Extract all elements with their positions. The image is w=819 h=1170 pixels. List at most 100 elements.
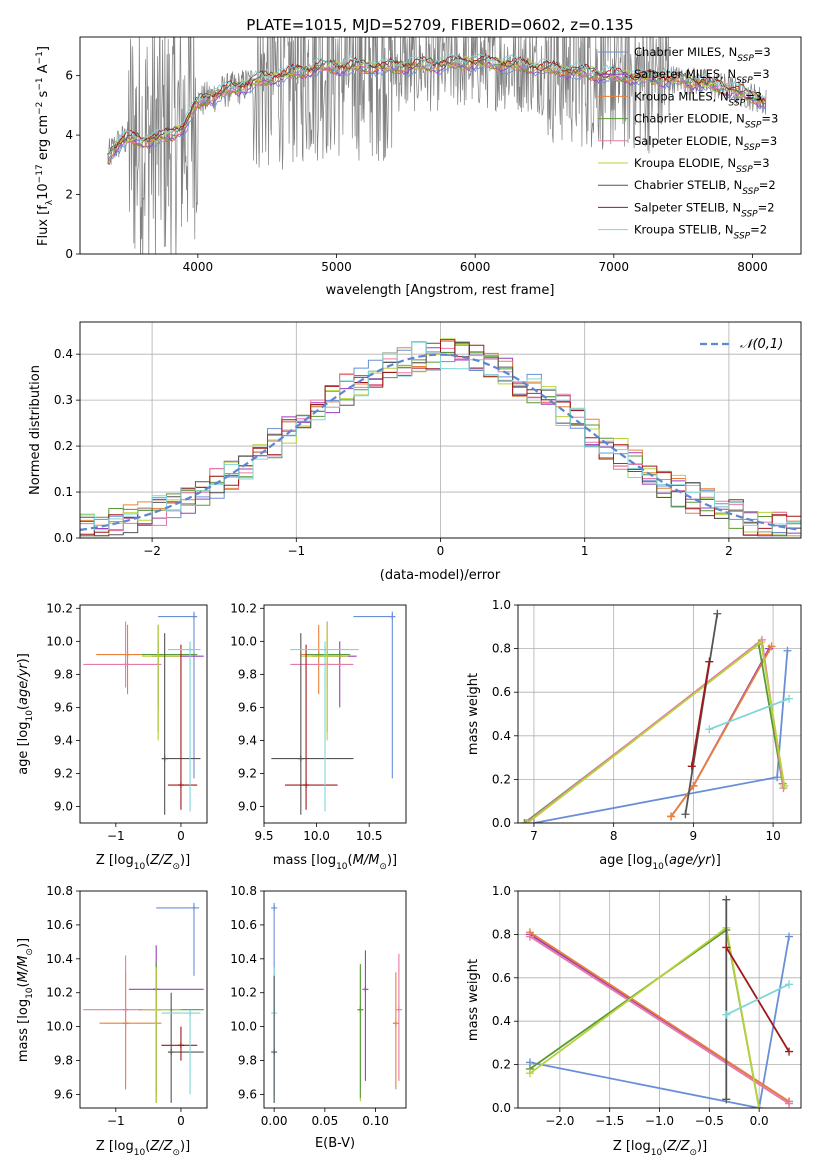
x-axis-label: (data-model)/error [380,568,501,583]
axes-mass_vs_Z: −1 0 9.6 9.8 10.0 10.2 10.4 10.6 10.8 Z [log10(Z/… [16,884,208,1158]
plot-area [271,611,396,815]
series-marker [785,932,794,941]
errorbar-point [158,611,198,779]
point-marker [177,782,184,789]
y-tick-label: 1.0 [492,884,511,898]
legend-entry: Kroupa ELODIE, NSSP=3 [634,156,770,175]
x-tick-label: 0.0 [750,1114,769,1128]
x-tick-label: 9.5 [254,829,273,843]
axes-frame [263,890,407,1109]
series-marker [667,812,676,821]
series-marker [785,980,794,989]
y-tick-label: 10.4 [46,952,73,966]
weight-series [521,635,788,823]
y-axis-label: Flux [fλ10−17 erg cm−2 s−1 A−1] [35,46,55,246]
y-tick-label: 9.2 [54,766,73,780]
point-marker [271,1049,278,1056]
y-tick-label: 10.0 [230,1020,257,1034]
point-marker [357,1006,364,1013]
legend: 𝒩(0,1) [700,337,783,352]
weight-series [667,642,776,821]
y-tick-label: 10.0 [230,634,257,648]
y-tick-label: 0.2 [54,439,73,453]
y-tick-label: 10.2 [46,986,73,1000]
x-tick-label: 10.5 [356,829,383,843]
y-tick-label: 0 [65,247,73,261]
errorbar-point [96,624,146,695]
point-marker [155,653,162,660]
point-marker [297,755,304,762]
errorbar-point [167,641,201,812]
series-marker [785,694,794,703]
plot-area [271,902,402,1103]
y-axis-label: Normed distribution [28,365,43,495]
y-tick-label: 0.2 [492,1058,511,1072]
plot-area [525,895,794,1108]
errorbar-point [156,902,200,976]
axes-residuals: −2 −1 0 1 2 0.0 0.1 0.2 0.3 0.4 (data-model)/error… [28,321,802,583]
axes-spectrum: 4000 5000 6000 7000 8000 0 2 4 6 wavelength [Angs… [35,36,802,298]
x-tick-label: 2 [725,544,733,558]
x-tick-label: 0 [437,544,445,558]
y-tick-label: 9.0 [238,799,257,813]
legend-entry: Salpeter ELODIE, NSSP=3 [634,134,777,153]
weight-series [722,895,731,1104]
axes-frame [79,321,802,539]
y-tick-label: 10.6 [46,918,73,932]
errorbar-point [311,641,357,708]
x-tick-label: 5000 [321,260,352,274]
x-axis-label: E(B-V) [315,1136,355,1151]
y-tick-label: 10.2 [230,986,257,1000]
point-marker [190,613,197,620]
y-axis-label: mass weight [466,959,481,1041]
errorbar-point [83,621,162,688]
y-tick-label: 9.6 [54,700,73,714]
legend-entry: Chabrier MILES, NSSP=3 [634,45,771,64]
x-axis-label: Z [log10(Z/Z⊙)] [613,1139,707,1158]
series-line [529,935,790,1105]
series-marker [757,638,766,647]
series-line [525,638,785,823]
errorbar-point [99,972,162,1090]
x-tick-label: 0.00 [261,1114,288,1128]
x-axis-label: mass [log10(M/M⊙)] [273,853,397,872]
x-tick-label: −2.0 [545,1114,574,1128]
point-marker [190,904,197,911]
weight-series [529,646,792,823]
errorbar-point [161,1026,198,1061]
y-tick-label: 10.2 [230,601,257,615]
series-marker [722,1010,731,1019]
y-tick-label: 0.6 [492,971,511,985]
legend-entry: 𝒩(0,1) [740,337,783,352]
weight-series [687,657,714,771]
x-axis-label: Z [log10(Z/Z⊙)] [96,853,190,872]
model-spectrum [107,61,766,162]
axes-mass_vs_ebv: 0.00 0.05 0.10 9.6 9.8 10.0 10.2 10.4 10.6 10.8 E(… [230,884,407,1151]
point-marker [177,1042,184,1049]
series-marker [780,781,789,790]
series-marker [755,1104,764,1108]
series-marker [529,819,538,823]
legend: Chabrier MILES, NSSP=3 Salpeter MILES, NS… [598,45,778,242]
y-tick-label: 10.6 [230,918,257,932]
y-tick-label: 9.4 [238,733,257,747]
errorbar-point [128,945,204,1095]
errorbar-point [392,972,399,1090]
errorbar-point [285,644,338,810]
y-tick-label: 0.4 [54,347,73,361]
y-tick-label: 0.0 [492,1101,511,1115]
errorbar-point [141,967,181,1103]
weight-series [722,980,794,1019]
y-tick-label: 4 [65,128,73,142]
y-tick-label: 10.0 [46,634,73,648]
series-marker [681,810,690,819]
y-tick-label: 0.0 [54,531,73,545]
y-axis-label: mass weight [466,673,481,755]
y-tick-label: 0.8 [492,642,511,656]
axes-age_vs_mass: 9.5 10.0 10.5 9.0 9.2 9.4 9.6 9.8 10.0 10.2 mass [… [230,601,407,872]
plot-area [520,609,794,823]
axes-frame [79,604,208,824]
x-tick-label: 10 [765,829,780,843]
x-tick-label: −1 [107,829,125,843]
series-marker [767,642,776,651]
